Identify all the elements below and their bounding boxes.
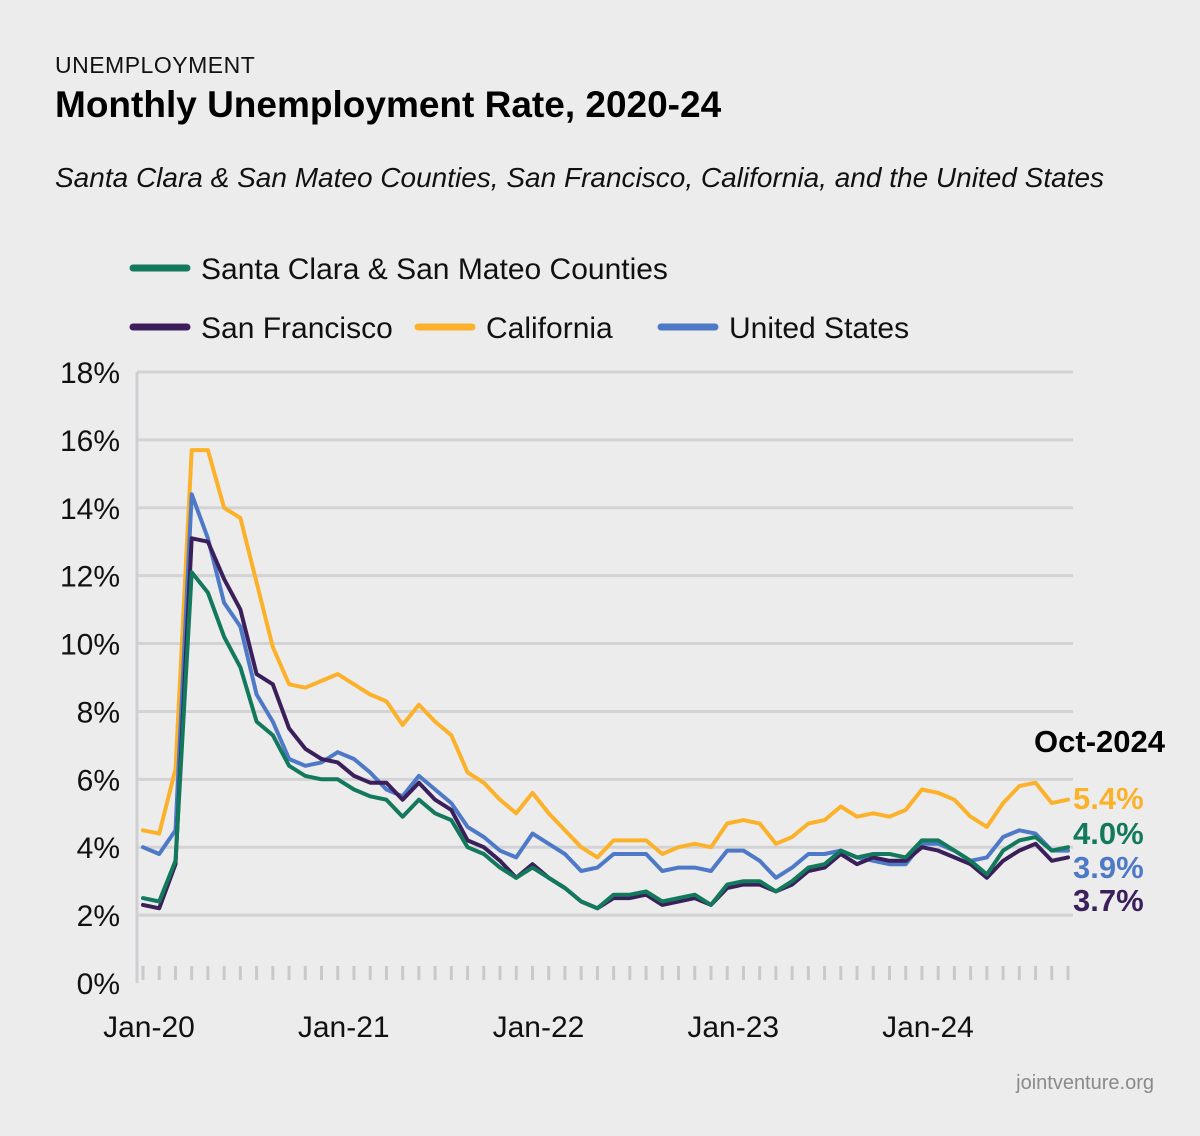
y-tick-label: 16% xyxy=(60,425,120,458)
x-axis: Jan-20 Jan-21 Jan-22 Jan-23 Jan-24 xyxy=(103,966,1070,1044)
x-tick-label: Jan-21 xyxy=(298,1011,390,1044)
source-credit: jointventure.org xyxy=(1016,1072,1154,1094)
chart-subtitle: Santa Clara & San Mateo Counties, San Fr… xyxy=(55,162,1105,193)
chart-kicker: UNEMPLOYMENT xyxy=(55,52,256,78)
series-line-united-states xyxy=(141,492,1070,880)
x-tick-label: Jan-23 xyxy=(687,1011,779,1044)
y-tick-label: 14% xyxy=(60,493,120,526)
legend-label: San Francisco xyxy=(201,312,393,345)
end-value-label: 3.9% xyxy=(1073,850,1144,885)
end-value-label: 5.4% xyxy=(1073,781,1144,816)
end-value-label: 3.7% xyxy=(1073,883,1144,918)
y-tick-label: 6% xyxy=(77,764,120,797)
y-tick-label: 10% xyxy=(60,629,120,662)
x-tick-label: Jan-22 xyxy=(493,1011,585,1044)
end-value-labels: Oct-2024 5.4% 3.9%3.7% 4.0% xyxy=(1034,724,1166,918)
x-tick-label: Jan-24 xyxy=(882,1011,974,1044)
x-tick-label: Jan-20 xyxy=(103,1011,195,1044)
y-tick-label: 18% xyxy=(60,357,120,390)
series-line-santa-clara-san-mateo-counties xyxy=(141,570,1070,911)
legend-label: California xyxy=(486,312,613,345)
end-value-label: 4.0% xyxy=(1073,816,1144,851)
series-lines xyxy=(141,448,1070,911)
chart-title: Monthly Unemployment Rate, 2020-24 xyxy=(55,84,722,125)
y-tick-label: 8% xyxy=(77,696,120,729)
y-tick-label: 4% xyxy=(77,832,120,865)
gridlines xyxy=(137,370,1073,917)
series-line-san-francisco xyxy=(141,536,1070,911)
series-line-california xyxy=(141,448,1070,860)
y-tick-label: 12% xyxy=(60,561,120,594)
end-date-label: Oct-2024 xyxy=(1034,724,1166,759)
legend-label: Santa Clara & San Mateo Counties xyxy=(201,253,668,286)
legend-label: United States xyxy=(729,312,909,345)
y-tick-label: 0% xyxy=(77,968,120,1001)
y-tick-label: 2% xyxy=(77,900,120,933)
chart-legend: Santa Clara & San Mateo Counties San Fran… xyxy=(129,253,909,345)
y-axis: 0% 2% 4% 6% 8% 10% 12% 14% 16% 18% xyxy=(60,357,139,1001)
